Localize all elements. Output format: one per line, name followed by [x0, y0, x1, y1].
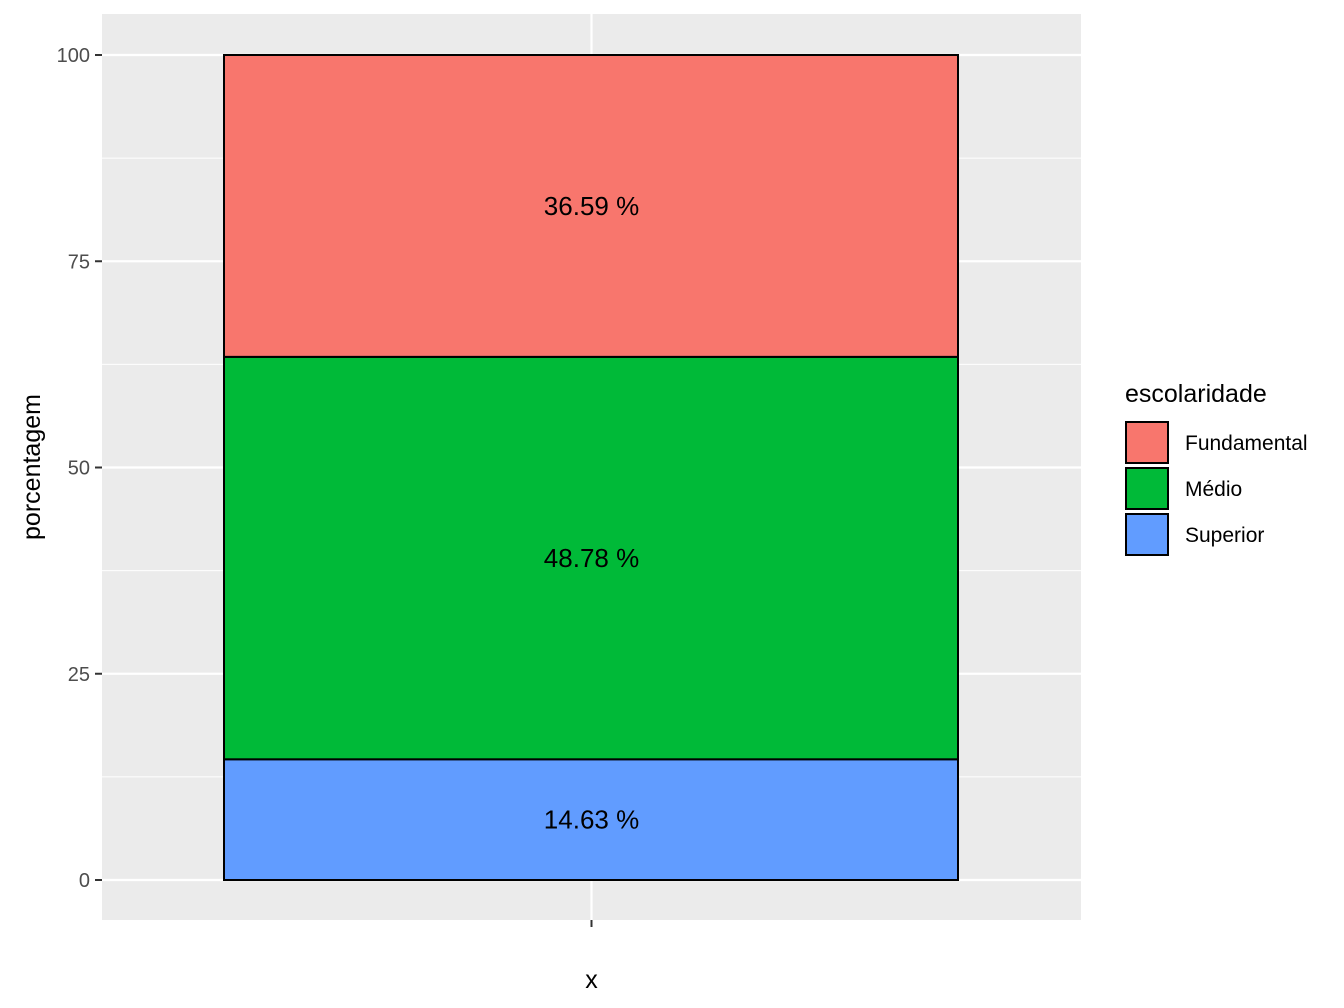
y-tick-label: 100: [57, 45, 90, 67]
bar-data-label: 36.59 %: [544, 191, 639, 221]
y-tick-label: 75: [68, 251, 90, 273]
bar-segment-m-dio: [223, 355, 959, 761]
bar-segment-superior: [223, 758, 959, 881]
bar-labels: 14.63 % 48.78 % 36.59 %: [544, 191, 639, 835]
legend-title: escolaridade: [1125, 380, 1267, 408]
legend-key: [1125, 513, 1169, 556]
y-axis: 0 25 50 75 100: [57, 45, 102, 892]
legend: escolaridade Fundamental Médio Superior: [1125, 380, 1308, 556]
legend-label: Fundamental: [1185, 432, 1308, 455]
y-tick-label: 0: [79, 870, 90, 892]
x-axis-title: x: [585, 966, 598, 994]
legend-items: Fundamental Médio Superior: [1125, 421, 1308, 556]
y-tick-label: 50: [68, 458, 90, 480]
bar-segment-fundamental: [223, 54, 959, 358]
legend-key: [1125, 421, 1169, 464]
y-axis-title: porcentagem: [18, 394, 46, 540]
legend-key: [1125, 467, 1169, 510]
bar-data-label: 48.78 %: [544, 543, 639, 573]
y-tick-label: 25: [68, 664, 90, 686]
legend-label: Médio: [1185, 478, 1242, 501]
bar-data-label: 14.63 %: [544, 805, 639, 835]
legend-label: Superior: [1185, 524, 1264, 547]
bars: [223, 54, 959, 881]
